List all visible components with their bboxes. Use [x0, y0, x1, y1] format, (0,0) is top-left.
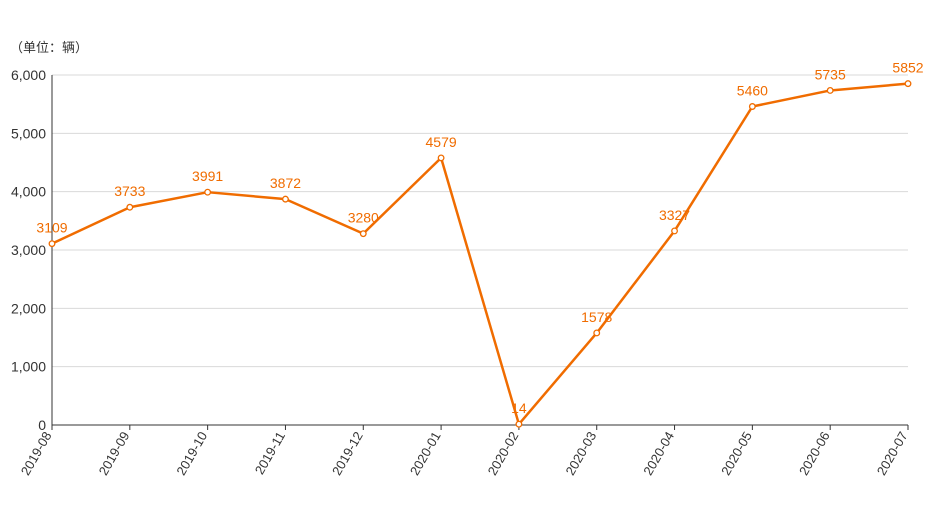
data-point [359, 230, 367, 238]
data-point [437, 154, 445, 162]
data-label: 5460 [737, 83, 768, 99]
data-point [48, 240, 56, 248]
x-tick-label: 2019-12 [329, 429, 366, 478]
data-point [904, 80, 912, 88]
data-labels: 3109 3733 3991 3872 3280 4579 14 1578 3327 5460 57… [36, 60, 923, 417]
x-tick-label: 2019-11 [252, 429, 288, 477]
y-axis-ticks: 0 1,000 2,000 3,000 4,000 5,000 6,000 [11, 67, 46, 433]
y-tick-label: 6,000 [11, 67, 46, 83]
x-tick-label: 2019-10 [173, 429, 210, 478]
data-point [204, 188, 212, 196]
data-label: 3280 [348, 210, 379, 226]
data-label: 3872 [270, 175, 301, 191]
data-label: 3109 [36, 220, 67, 236]
y-tick-label: 4,000 [11, 184, 46, 200]
y-unit-label: （单位：辆） [10, 40, 88, 55]
x-tick-label: 2020-01 [407, 429, 444, 478]
grid-lines [52, 74, 908, 368]
x-tick-label: 2020-03 [562, 429, 599, 478]
data-point [282, 195, 289, 203]
data-label: 1578 [581, 309, 612, 325]
data-point [593, 329, 601, 337]
y-tick-label: 5,000 [11, 125, 46, 141]
series-line [51, 82, 909, 426]
data-label: 4579 [426, 134, 457, 150]
x-tick-label: 2020-05 [718, 429, 755, 478]
data-label: 14 [511, 400, 527, 416]
x-tick-label: 2020-04 [640, 429, 677, 478]
x-tick-label: 2020-06 [796, 429, 833, 478]
data-label: 3991 [192, 168, 223, 184]
axes [51, 75, 908, 426]
series-group [48, 80, 912, 428]
y-tick-label: 2,000 [11, 300, 46, 316]
x-tick-label: 2019-08 [18, 429, 55, 478]
data-point [671, 227, 678, 235]
y-tick-label: 1,000 [11, 359, 46, 375]
x-tick-label: 2019-09 [96, 429, 133, 478]
data-point [515, 420, 523, 428]
data-point [826, 87, 834, 94]
data-label: 3733 [114, 183, 145, 199]
y-tick-label: 0 [38, 417, 46, 433]
x-tick-label: 2020-07 [874, 429, 911, 478]
y-tick-label: 3,000 [11, 242, 46, 258]
x-tick-label: 2020-02 [485, 429, 522, 478]
x-axis-ticks: 2019-08 2019-09 2019-10 2019-11 2019-12 2020-… [18, 425, 911, 478]
data-label: 3327 [659, 207, 690, 223]
data-label: 5735 [815, 66, 846, 82]
data-point [748, 103, 756, 110]
data-point [126, 203, 134, 211]
data-label: 5852 [892, 60, 923, 76]
